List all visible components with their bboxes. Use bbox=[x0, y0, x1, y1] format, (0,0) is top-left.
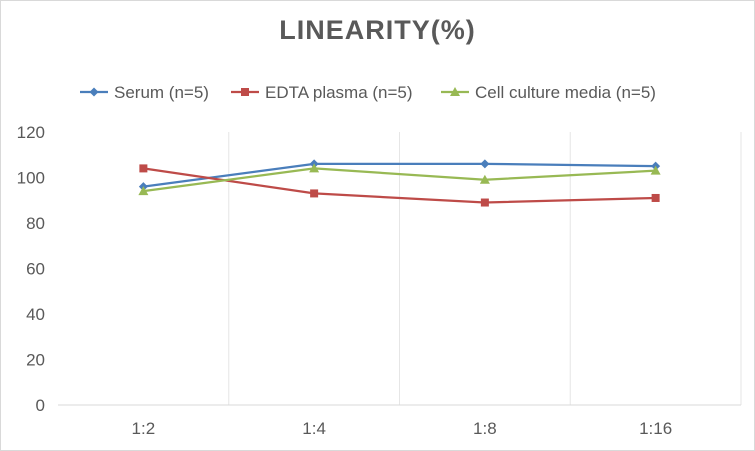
x-tick-label: 1:4 bbox=[302, 419, 326, 438]
legend-label-3: Cell culture media (n=5) bbox=[475, 83, 656, 102]
data-point-series-3 bbox=[650, 165, 661, 175]
x-tick-label: 1:2 bbox=[132, 419, 156, 438]
y-tick-label: 0 bbox=[36, 396, 45, 415]
data-point-series-2 bbox=[310, 189, 319, 198]
x-tick-label: 1:16 bbox=[639, 419, 672, 438]
y-tick-label: 120 bbox=[17, 123, 45, 142]
legend-marker-2 bbox=[241, 88, 249, 96]
data-point-series-1 bbox=[480, 159, 490, 169]
series-line-2 bbox=[143, 167, 656, 204]
y-tick-label: 40 bbox=[26, 305, 45, 324]
legend-marker-3 bbox=[450, 87, 460, 96]
y-tick-label: 60 bbox=[26, 260, 45, 279]
legend-label-1: Serum (n=5) bbox=[114, 83, 209, 102]
series-line-3 bbox=[143, 167, 656, 193]
x-tick-label: 1:8 bbox=[473, 419, 497, 438]
data-point-series-3 bbox=[479, 174, 490, 184]
y-tick-label: 20 bbox=[26, 351, 45, 370]
y-tick-label: 80 bbox=[26, 214, 45, 233]
data-point-series-3 bbox=[309, 163, 320, 173]
data-point-series-3 bbox=[138, 186, 149, 196]
data-point-series-2 bbox=[480, 198, 489, 207]
series-line-1 bbox=[143, 162, 656, 188]
data-point-series-2 bbox=[139, 164, 148, 173]
chart-title: LINEARITY(%) bbox=[279, 15, 476, 45]
data-point-series-2 bbox=[651, 193, 660, 202]
y-tick-label: 100 bbox=[17, 169, 45, 188]
legend-marker-1 bbox=[89, 87, 99, 97]
legend-label-2: EDTA plasma (n=5) bbox=[265, 83, 413, 102]
